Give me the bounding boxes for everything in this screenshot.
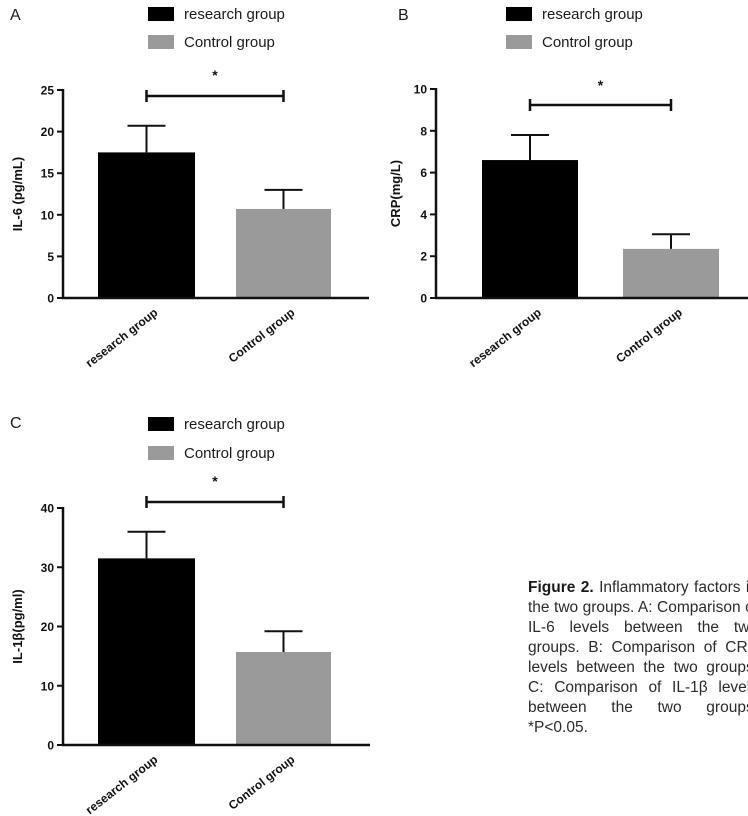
figure-caption-text: Inflammatory factors in the two groups. … [528,579,748,736]
y-tick-label: 15 [41,167,55,181]
category-label: Control group [226,305,298,365]
significance-star: * [598,77,604,93]
y-tick-label: 0 [47,292,54,306]
bar-research [98,152,195,298]
panel-letter: B [398,7,409,24]
y-tick-label: 2 [420,250,427,264]
legend-swatch-research [148,417,174,431]
significance-star: * [212,473,218,489]
category-label: research group [83,305,160,370]
category-label: research group [466,305,543,370]
bar-control [623,248,719,298]
y-tick-label: 4 [420,208,427,222]
y-tick-label: 20 [41,125,55,139]
figure-caption: Figure 2. Inflammatory factors in the tw… [528,578,748,738]
legend-label-control: Control group [184,445,275,462]
legend-swatch-research [148,7,174,21]
y-axis-title: IL-6 (pg/mL) [10,157,25,231]
significance-star: * [212,67,218,83]
bar-control [236,651,331,745]
legend-label-research: research group [184,416,285,433]
y-tick-label: 0 [420,292,427,306]
legend-label-research: research group [184,6,285,23]
y-tick-label: 5 [47,250,54,264]
bar-research [98,558,195,745]
category-label: Control group [226,752,298,812]
legend-label-control: Control group [542,34,633,51]
y-tick-label: 10 [414,83,428,97]
legend-swatch-control [148,446,174,460]
y-tick-label: 30 [41,561,55,575]
panel-letter: A [10,7,21,24]
category-label: research group [83,752,160,816]
y-tick-label: 20 [41,620,55,634]
category-label: Control group [613,305,685,365]
y-axis-title: CRP(mg/L) [388,160,403,227]
bar-research [482,160,578,298]
y-tick-label: 25 [41,84,55,98]
legend-swatch-control [148,35,174,49]
y-tick-label: 6 [420,166,427,180]
y-tick-label: 10 [41,208,55,222]
bar-control [236,208,331,298]
legend-label-research: research group [542,6,643,23]
y-tick-label: 10 [41,679,55,693]
figure-caption-label: Figure 2. [528,579,594,596]
y-tick-label: 0 [47,739,54,753]
y-tick-label: 8 [420,124,427,138]
y-axis-title: IL-1β(pg/ml) [10,589,25,663]
legend-label-control: Control group [184,34,275,51]
legend-swatch-research [506,7,532,21]
y-tick-label: 40 [41,502,55,516]
legend-swatch-control [506,35,532,49]
panel-letter: C [10,415,22,432]
